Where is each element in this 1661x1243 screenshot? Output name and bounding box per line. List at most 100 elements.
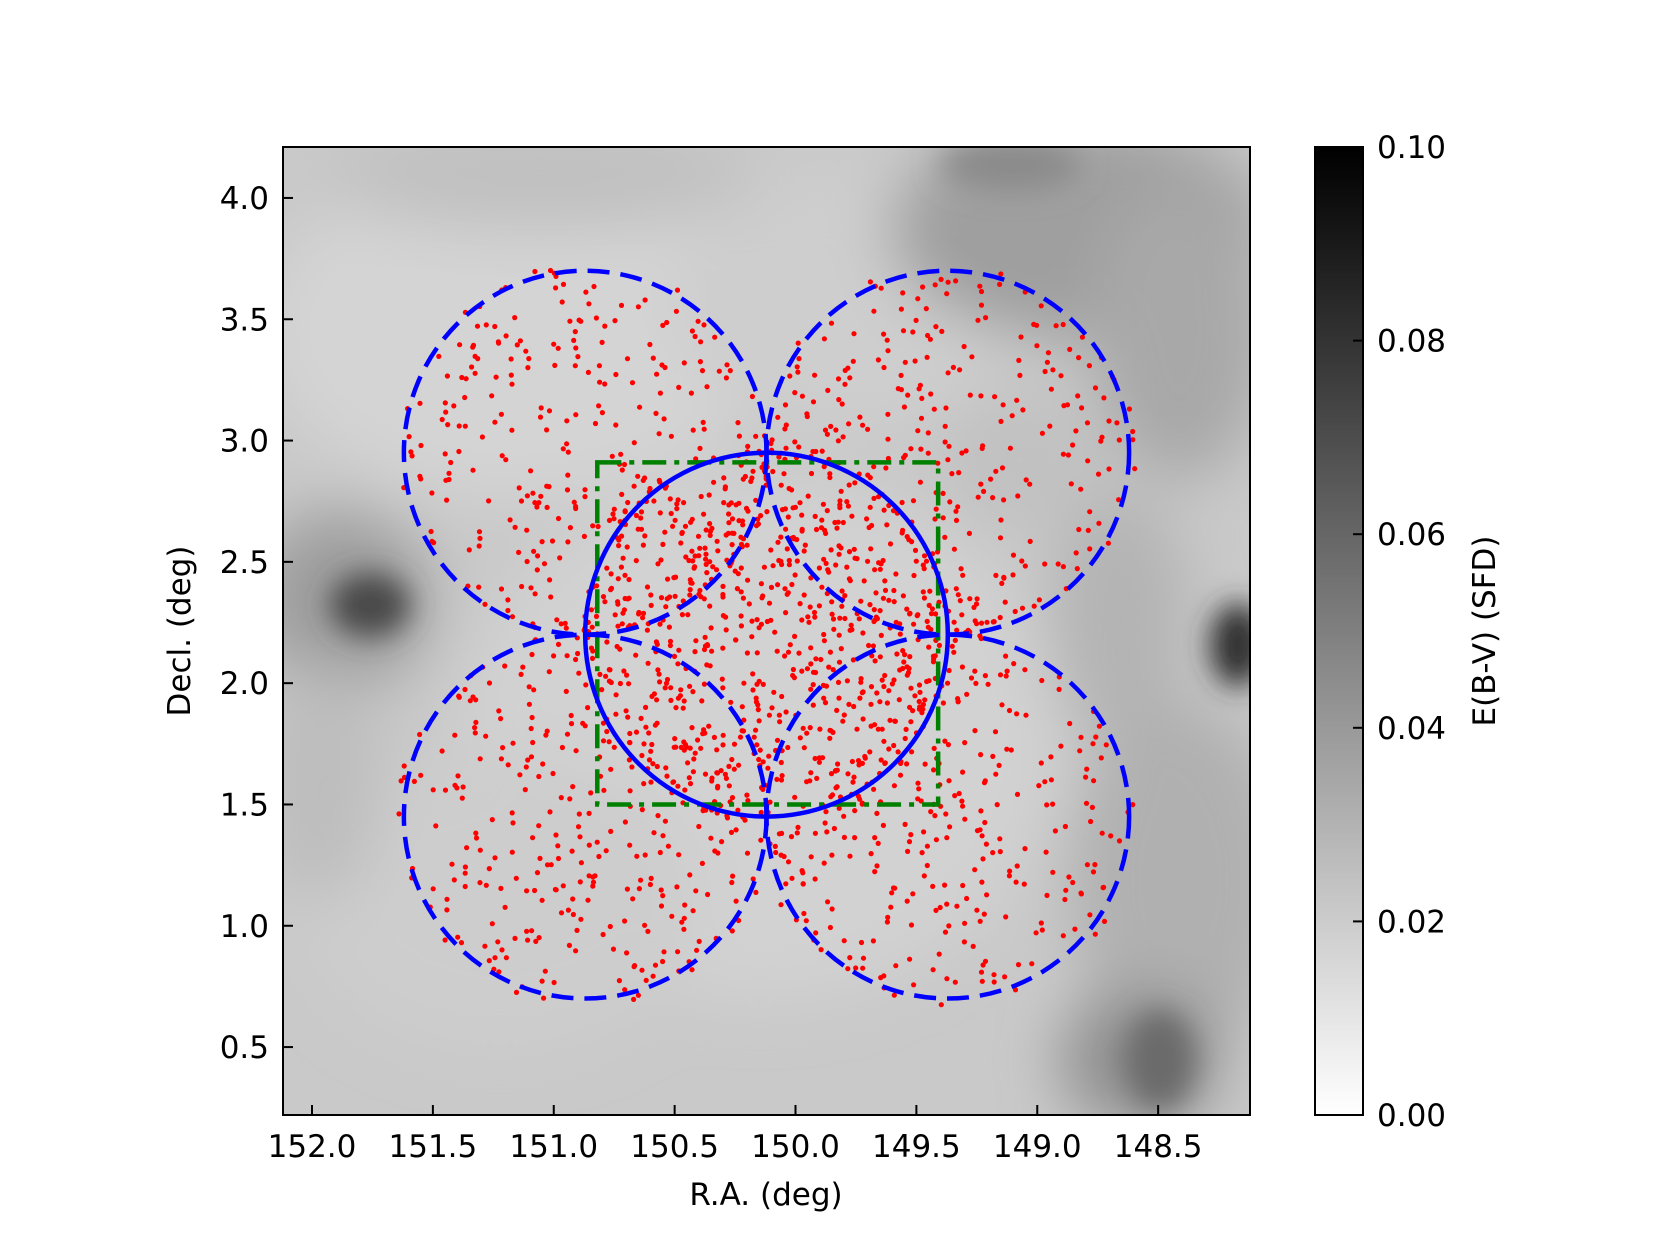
source-point xyxy=(792,390,798,396)
source-point xyxy=(821,638,828,644)
source-point xyxy=(1004,668,1010,674)
source-point xyxy=(808,470,815,477)
source-point xyxy=(770,468,776,475)
source-point xyxy=(1056,686,1062,693)
source-point xyxy=(921,873,927,879)
source-point xyxy=(921,829,927,835)
source-point xyxy=(498,756,504,762)
source-point xyxy=(925,430,931,436)
source-point xyxy=(729,879,735,886)
source-point xyxy=(893,619,899,625)
source-point xyxy=(949,643,955,649)
source-point xyxy=(877,699,883,705)
source-point xyxy=(993,468,999,474)
source-point xyxy=(846,421,852,427)
source-point xyxy=(707,532,713,539)
source-point xyxy=(517,338,524,344)
source-point xyxy=(745,798,751,804)
source-point xyxy=(853,965,859,971)
source-point xyxy=(847,627,853,633)
source-point xyxy=(916,698,922,705)
source-point xyxy=(616,537,622,543)
source-point xyxy=(839,401,845,407)
source-point xyxy=(1087,509,1093,515)
source-point xyxy=(739,704,745,710)
source-point xyxy=(849,758,856,765)
source-point xyxy=(482,943,488,949)
source-point xyxy=(685,612,691,618)
source-point xyxy=(799,868,805,874)
source-point xyxy=(555,515,562,522)
source-point xyxy=(973,680,979,687)
source-point xyxy=(819,584,825,590)
source-point xyxy=(972,668,978,674)
source-point xyxy=(835,438,842,444)
source-point xyxy=(671,744,677,750)
source-point xyxy=(688,519,694,525)
source-point xyxy=(757,747,763,753)
source-point xyxy=(878,757,884,763)
source-point xyxy=(1027,538,1033,545)
source-point xyxy=(1075,393,1081,399)
source-point xyxy=(708,625,714,631)
source-point xyxy=(871,607,877,613)
source-point xyxy=(844,564,850,570)
source-point xyxy=(508,372,514,378)
source-point xyxy=(1098,438,1104,444)
source-point xyxy=(535,553,541,559)
source-point xyxy=(837,498,843,504)
source-point xyxy=(877,566,883,572)
source-point xyxy=(912,547,919,554)
source-point xyxy=(651,830,657,836)
source-point xyxy=(429,490,435,496)
source-point xyxy=(690,769,697,775)
source-point xyxy=(493,374,499,380)
source-point xyxy=(1036,783,1042,789)
source-point xyxy=(474,323,481,329)
source-point xyxy=(821,464,827,470)
source-point xyxy=(530,490,536,496)
source-point xyxy=(650,355,656,361)
source-point xyxy=(871,495,877,501)
source-point xyxy=(860,630,866,636)
source-point xyxy=(758,581,765,587)
source-point xyxy=(872,722,878,728)
source-point xyxy=(738,623,745,629)
y-axis: 0.51.01.52.02.53.03.54.0 xyxy=(220,181,293,1066)
source-point xyxy=(681,500,687,506)
source-point xyxy=(1042,779,1048,785)
source-point xyxy=(575,354,581,360)
source-point xyxy=(510,820,516,826)
source-point xyxy=(503,955,509,961)
source-point xyxy=(523,348,529,354)
source-point xyxy=(456,423,462,429)
source-point xyxy=(721,475,727,481)
source-point xyxy=(943,811,949,817)
source-point xyxy=(462,686,468,693)
source-point xyxy=(873,590,879,596)
source-point xyxy=(900,328,907,334)
source-point xyxy=(630,896,636,902)
source-point xyxy=(844,678,851,684)
source-point xyxy=(942,534,948,540)
source-point xyxy=(651,498,657,504)
source-point xyxy=(1022,667,1028,673)
source-point xyxy=(686,775,692,781)
source-point xyxy=(565,449,571,455)
source-point xyxy=(455,773,461,779)
source-point xyxy=(866,642,872,649)
source-point xyxy=(978,302,985,308)
source-point xyxy=(829,852,835,858)
source-point xyxy=(549,538,556,544)
source-point xyxy=(644,627,651,633)
field-footprints xyxy=(401,268,1132,1001)
source-point xyxy=(1060,564,1066,570)
source-point xyxy=(927,336,934,342)
source-point xyxy=(1116,497,1122,503)
source-point xyxy=(842,367,848,373)
source-point xyxy=(548,594,554,600)
source-point xyxy=(606,517,613,524)
source-point xyxy=(1022,563,1028,569)
source-point xyxy=(871,308,877,314)
source-point xyxy=(635,304,642,310)
